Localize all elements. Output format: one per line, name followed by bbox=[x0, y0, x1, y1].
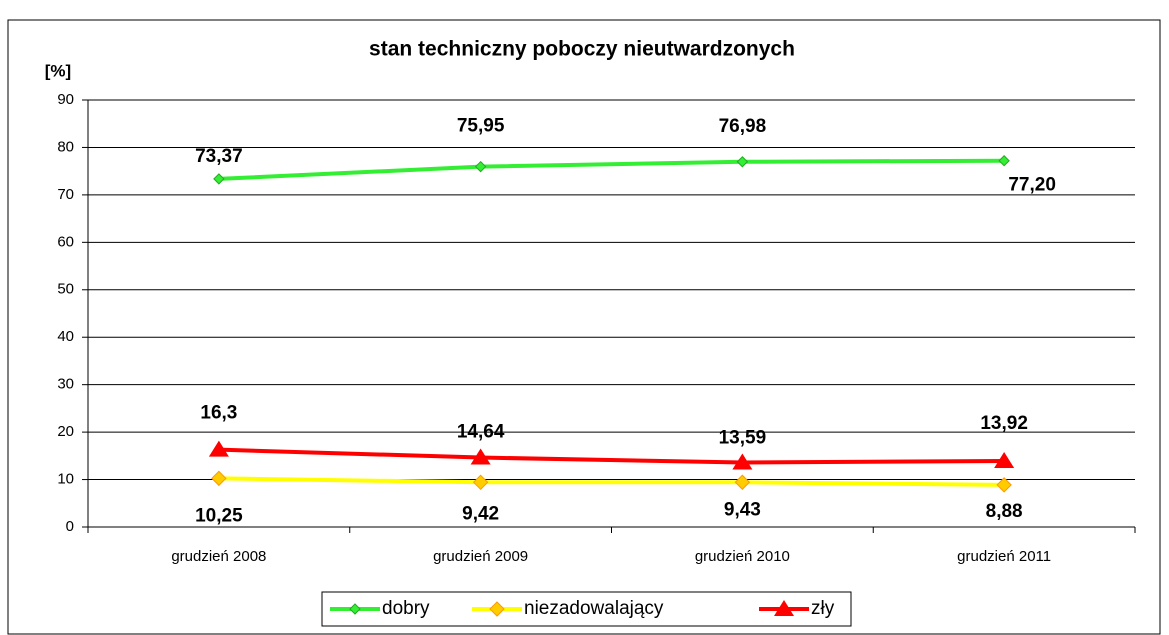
chart-title: stan techniczny poboczy nieutwardzonych bbox=[369, 38, 795, 61]
legend-label: niezadowalający bbox=[524, 598, 664, 619]
data-label: 16,3 bbox=[200, 403, 237, 424]
data-point bbox=[474, 160, 487, 173]
legend-label: dobry bbox=[382, 598, 430, 619]
data-point bbox=[994, 451, 1015, 468]
y-tick-label: 10 bbox=[57, 471, 74, 488]
data-point bbox=[996, 477, 1012, 493]
data-label: 73,37 bbox=[195, 146, 243, 167]
data-point bbox=[472, 474, 489, 491]
data-label: 8,88 bbox=[986, 501, 1023, 522]
y-axis-label: [%] bbox=[45, 61, 71, 80]
x-tick-label: grudzień 2009 bbox=[433, 548, 528, 565]
data-point bbox=[732, 453, 753, 470]
series-line bbox=[218, 447, 1005, 465]
legend-marker bbox=[349, 603, 361, 615]
data-point bbox=[211, 470, 227, 487]
series-line bbox=[218, 476, 1005, 487]
data-label: 13,59 bbox=[719, 428, 767, 449]
data-point bbox=[734, 474, 751, 490]
chart-frame bbox=[7, 19, 1161, 635]
data-label: 10,25 bbox=[195, 505, 243, 526]
data-point bbox=[998, 155, 1010, 167]
y-tick-label: 30 bbox=[57, 376, 74, 393]
y-tick-label: 20 bbox=[57, 423, 74, 440]
y-tick-label: 70 bbox=[57, 186, 74, 203]
y-tick-label: 60 bbox=[57, 233, 74, 250]
y-tick-label: 90 bbox=[57, 91, 74, 108]
x-tick-label: grudzień 2010 bbox=[695, 548, 790, 565]
legend-marker bbox=[774, 600, 794, 616]
data-point bbox=[736, 156, 749, 168]
series-line bbox=[218, 158, 1005, 181]
y-tick-label: 0 bbox=[66, 518, 74, 535]
x-tick-label: grudzień 2008 bbox=[171, 548, 266, 565]
data-label: 76,98 bbox=[719, 116, 767, 137]
legend-marker bbox=[489, 601, 505, 617]
data-label: 14,64 bbox=[457, 422, 505, 443]
data-point bbox=[208, 440, 229, 457]
data-label: 13,92 bbox=[980, 413, 1028, 434]
data-label: 9,43 bbox=[724, 499, 761, 520]
data-point bbox=[470, 448, 491, 465]
x-tick-label: grudzień 2011 bbox=[957, 548, 1051, 565]
y-tick-label: 80 bbox=[57, 138, 74, 155]
data-label: 9,42 bbox=[462, 503, 499, 524]
legend-label: zły bbox=[811, 598, 835, 619]
y-tick-label: 50 bbox=[57, 281, 74, 298]
data-label: 75,95 bbox=[457, 116, 505, 137]
data-point bbox=[213, 173, 225, 185]
data-label: 77,20 bbox=[1008, 175, 1056, 196]
y-tick-label: 40 bbox=[57, 328, 74, 345]
